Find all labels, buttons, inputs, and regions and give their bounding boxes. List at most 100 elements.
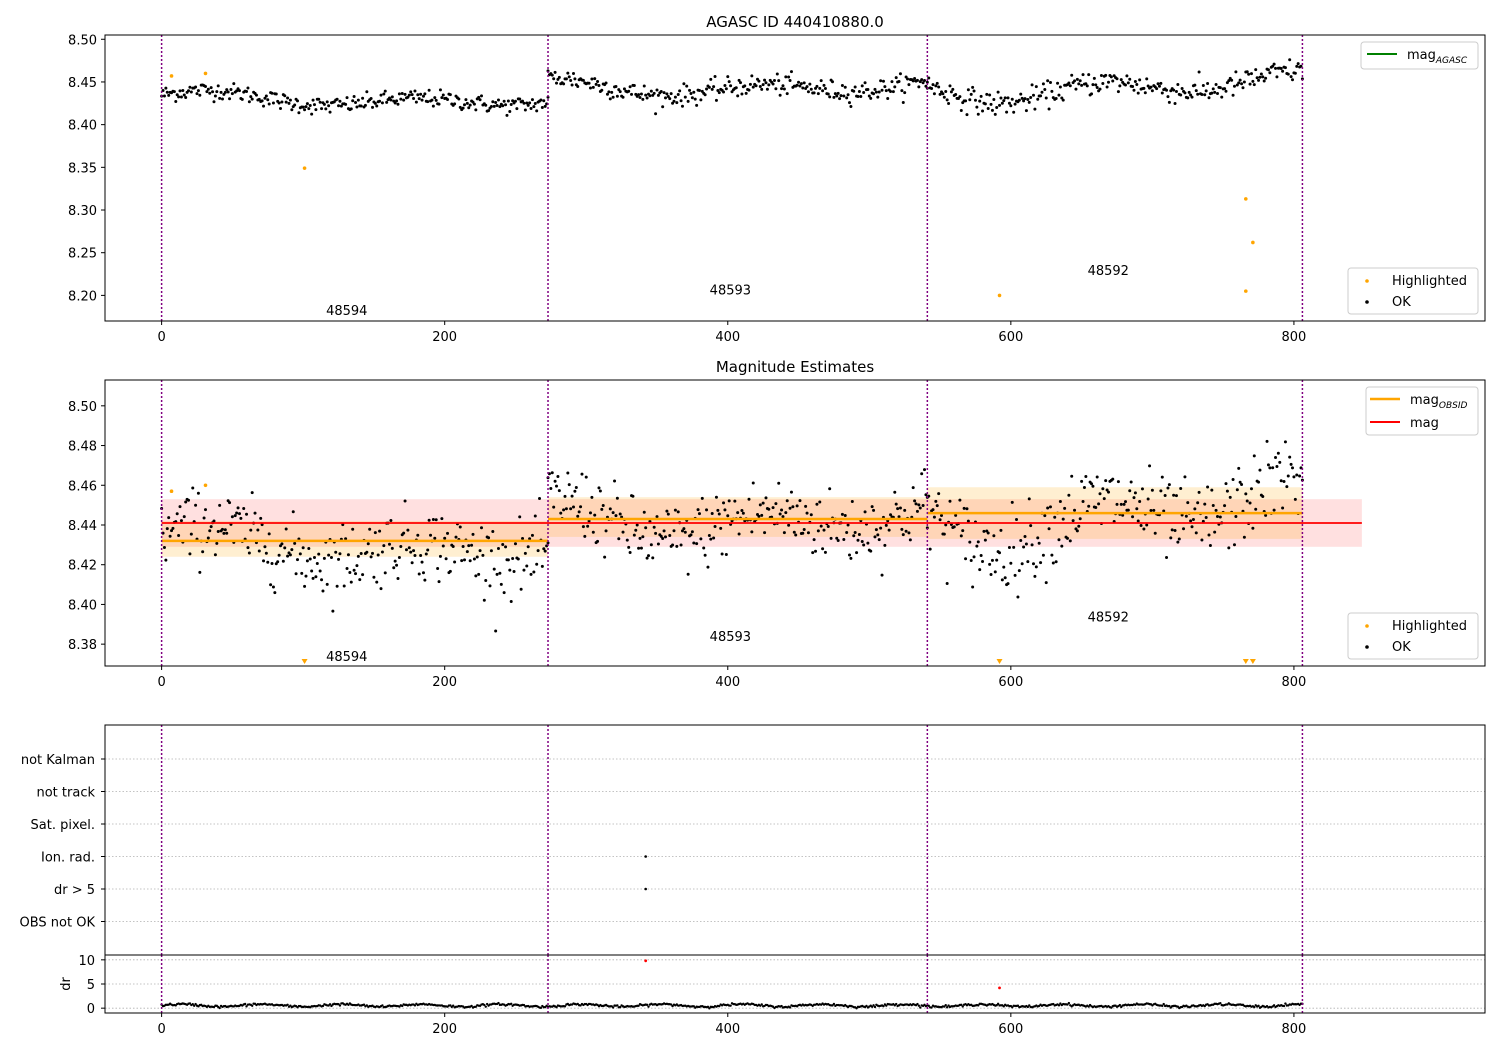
ok-point bbox=[942, 532, 946, 536]
ok-point bbox=[845, 530, 849, 534]
ok-point bbox=[778, 512, 782, 516]
ok-point bbox=[311, 98, 315, 102]
ok-point bbox=[1231, 478, 1235, 482]
x-tick-label: 600 bbox=[998, 675, 1023, 690]
ok-point bbox=[433, 96, 437, 100]
ok-point bbox=[460, 559, 464, 563]
ok-point bbox=[802, 81, 806, 85]
ok-point bbox=[1092, 76, 1096, 80]
ok-point bbox=[209, 86, 213, 90]
ok-point bbox=[951, 87, 955, 91]
ok-point bbox=[286, 96, 290, 100]
ok-point bbox=[907, 83, 911, 87]
ok-point bbox=[840, 512, 844, 516]
ok-point bbox=[297, 111, 301, 115]
dr-outlier-point bbox=[644, 959, 648, 963]
ok-point bbox=[593, 513, 597, 517]
dr-point bbox=[510, 1002, 513, 1005]
ok-point bbox=[1173, 528, 1177, 532]
ok-point bbox=[1242, 80, 1246, 84]
ok-point bbox=[1230, 78, 1234, 82]
ok-point bbox=[662, 529, 666, 533]
ok-point bbox=[1194, 89, 1198, 93]
ok-point bbox=[237, 512, 241, 516]
ok-point bbox=[847, 101, 851, 105]
ok-point bbox=[995, 106, 999, 110]
ok-point bbox=[504, 545, 508, 549]
ok-point bbox=[1016, 595, 1020, 599]
ok-point bbox=[1000, 101, 1004, 105]
ok-point bbox=[184, 95, 188, 99]
ok-point bbox=[797, 80, 801, 84]
ok-point bbox=[1039, 94, 1043, 98]
ok-point bbox=[536, 549, 540, 553]
ok-point bbox=[165, 527, 169, 531]
ok-point bbox=[751, 85, 755, 89]
ok-point bbox=[942, 95, 946, 99]
ok-point bbox=[979, 554, 983, 558]
ok-point bbox=[707, 85, 711, 89]
ok-point bbox=[305, 559, 309, 563]
ok-point bbox=[874, 90, 878, 94]
ok-point bbox=[1235, 488, 1239, 492]
ok-point bbox=[218, 503, 222, 507]
ok-point bbox=[526, 103, 530, 107]
ok-point bbox=[857, 89, 861, 93]
ok-point bbox=[389, 519, 393, 523]
ok-point bbox=[317, 97, 321, 101]
ok-point bbox=[1080, 479, 1084, 483]
ok-point bbox=[413, 553, 417, 557]
ok-point bbox=[634, 528, 638, 532]
ok-point bbox=[918, 506, 922, 510]
dr-point bbox=[996, 1002, 1000, 1006]
ok-point bbox=[757, 514, 761, 518]
ok-point bbox=[335, 584, 339, 588]
y-tick-label: 10 bbox=[78, 954, 95, 969]
ok-point bbox=[1136, 91, 1140, 95]
ok-point bbox=[596, 539, 600, 543]
ok-point bbox=[740, 92, 744, 96]
ok-point bbox=[162, 546, 166, 550]
ok-point bbox=[423, 578, 427, 582]
ok-point bbox=[397, 555, 401, 559]
ok-point bbox=[392, 566, 396, 570]
ok-point bbox=[467, 544, 471, 548]
ok-point bbox=[212, 519, 216, 523]
axes-frame bbox=[104, 34, 1486, 322]
legend-lines: magOBSID mag bbox=[1365, 386, 1479, 436]
ok-point bbox=[522, 568, 526, 572]
ok-point bbox=[666, 512, 670, 516]
y-tick-label: 8.20 bbox=[68, 289, 97, 304]
dr-point bbox=[944, 1003, 947, 1007]
ok-point bbox=[164, 86, 168, 90]
ok-point bbox=[448, 93, 452, 97]
ok-point bbox=[826, 92, 830, 96]
ok-point bbox=[812, 91, 816, 95]
ok-point bbox=[969, 92, 973, 96]
ok-point bbox=[852, 89, 856, 93]
ok-point bbox=[954, 513, 958, 517]
ok-point bbox=[162, 94, 166, 98]
ok-point bbox=[816, 92, 820, 96]
ok-point bbox=[1023, 97, 1027, 101]
ok-point bbox=[465, 550, 469, 554]
ok-point bbox=[604, 529, 608, 533]
dr-point bbox=[1026, 1005, 1030, 1009]
ok-point bbox=[727, 499, 731, 503]
axis-ticks: 0 200 400 600 800 8.38 8.40 8.42 8.44 8.46 8.48 8.5… bbox=[68, 400, 1306, 690]
highlighted-point bbox=[1244, 289, 1248, 293]
ok-point bbox=[1078, 79, 1082, 83]
ok-point bbox=[845, 96, 849, 100]
ok-point bbox=[1165, 88, 1169, 92]
ok-point bbox=[645, 556, 649, 560]
ok-point bbox=[999, 528, 1003, 532]
dr-point bbox=[192, 1004, 196, 1007]
ok-point bbox=[998, 103, 1002, 107]
ok-point bbox=[569, 78, 573, 82]
dr-point bbox=[483, 1003, 486, 1007]
ok-point bbox=[842, 94, 846, 98]
ok-point bbox=[168, 534, 172, 538]
ok-point bbox=[1206, 81, 1210, 85]
ok-point bbox=[696, 508, 700, 512]
ok-point bbox=[1275, 75, 1279, 79]
